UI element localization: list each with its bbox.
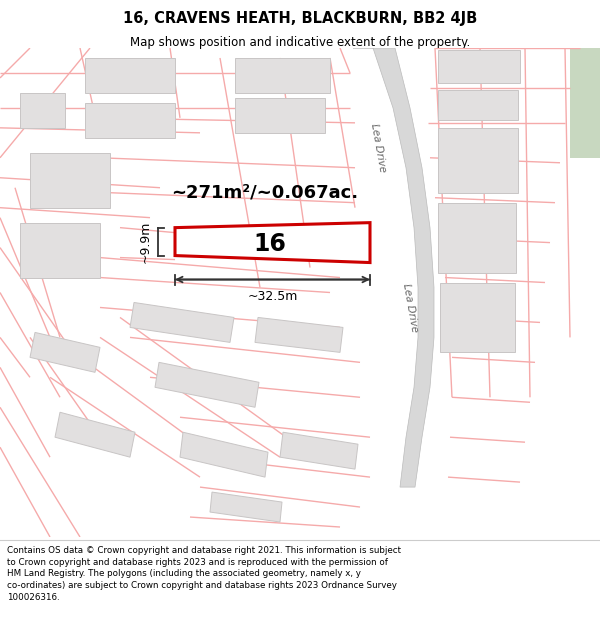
Polygon shape	[280, 432, 358, 469]
Polygon shape	[30, 332, 100, 372]
Polygon shape	[235, 58, 330, 93]
Text: Lea Drive: Lea Drive	[401, 282, 419, 332]
Polygon shape	[438, 128, 518, 192]
Polygon shape	[20, 93, 65, 128]
Polygon shape	[438, 90, 518, 120]
Polygon shape	[440, 282, 515, 352]
Text: ~9.9m: ~9.9m	[139, 221, 152, 262]
Polygon shape	[438, 50, 520, 83]
Text: ~271m²/~0.067ac.: ~271m²/~0.067ac.	[172, 184, 359, 202]
Polygon shape	[175, 222, 370, 262]
Text: 16, CRAVENS HEATH, BLACKBURN, BB2 4JB: 16, CRAVENS HEATH, BLACKBURN, BB2 4JB	[123, 11, 477, 26]
Polygon shape	[85, 58, 175, 93]
Polygon shape	[30, 152, 110, 208]
Polygon shape	[20, 222, 100, 278]
Polygon shape	[235, 98, 325, 133]
Polygon shape	[130, 302, 234, 343]
Polygon shape	[55, 412, 135, 457]
Polygon shape	[85, 103, 175, 138]
Polygon shape	[210, 229, 345, 261]
Text: Contains OS data © Crown copyright and database right 2021. This information is : Contains OS data © Crown copyright and d…	[7, 546, 401, 602]
Polygon shape	[353, 48, 434, 487]
Polygon shape	[570, 48, 600, 158]
Text: Lea Drive: Lea Drive	[369, 122, 387, 173]
Polygon shape	[180, 432, 268, 477]
Text: 16: 16	[254, 232, 286, 256]
Polygon shape	[210, 492, 282, 522]
Text: Map shows position and indicative extent of the property.: Map shows position and indicative extent…	[130, 36, 470, 49]
Polygon shape	[155, 362, 259, 408]
Polygon shape	[255, 318, 343, 352]
Text: ~32.5m: ~32.5m	[248, 289, 298, 302]
Polygon shape	[438, 202, 516, 272]
